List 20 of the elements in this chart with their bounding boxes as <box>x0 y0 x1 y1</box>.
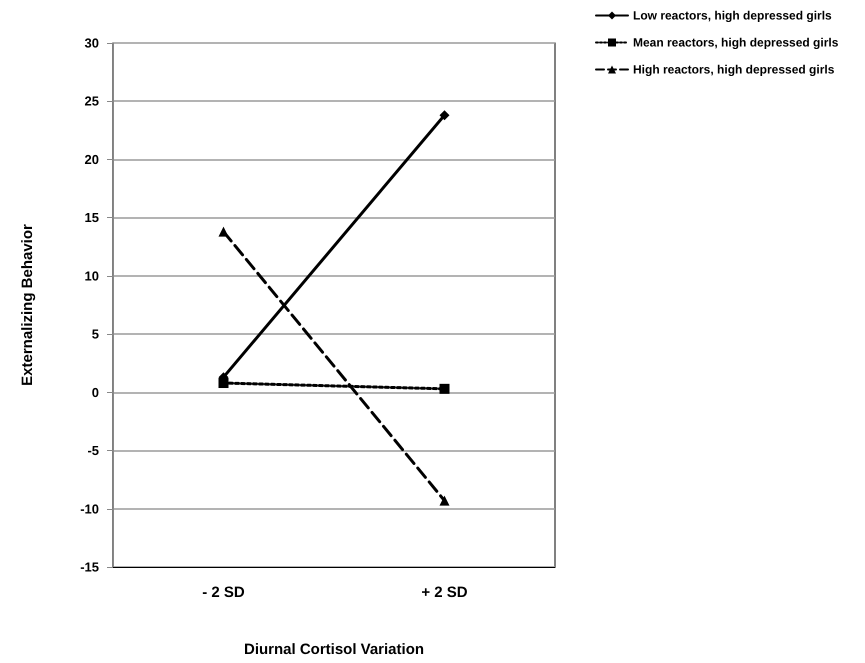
y-tick-label: -10 <box>80 501 99 516</box>
legend-label: Low reactors, high depressed girls <box>633 8 832 22</box>
y-tick-label: 30 <box>84 36 99 50</box>
x-tick-label: + 2 SD <box>421 584 468 601</box>
y-tick-label: -15 <box>80 560 99 574</box>
legend-label: High reactors, high depressed girls <box>633 62 835 76</box>
legend-label: Mean reactors, high depressed girls <box>633 36 839 50</box>
point <box>440 110 450 120</box>
point <box>440 384 450 394</box>
y-tick-label: 25 <box>84 94 99 109</box>
y-axis-title: Externalizing Behavior <box>19 224 36 386</box>
y-tick-label: 5 <box>92 326 99 342</box>
y-tick-label: 20 <box>84 152 99 167</box>
x-axis-title: Diurnal Cortisol Variation <box>244 641 424 658</box>
y-tick-label: 15 <box>84 210 99 226</box>
x-tick-label: - 2 SD <box>202 584 245 601</box>
point <box>218 378 228 388</box>
y-tick-label: -5 <box>87 443 99 458</box>
y-tick-label: 10 <box>84 268 99 284</box>
y-tick-label: 0 <box>92 384 99 400</box>
